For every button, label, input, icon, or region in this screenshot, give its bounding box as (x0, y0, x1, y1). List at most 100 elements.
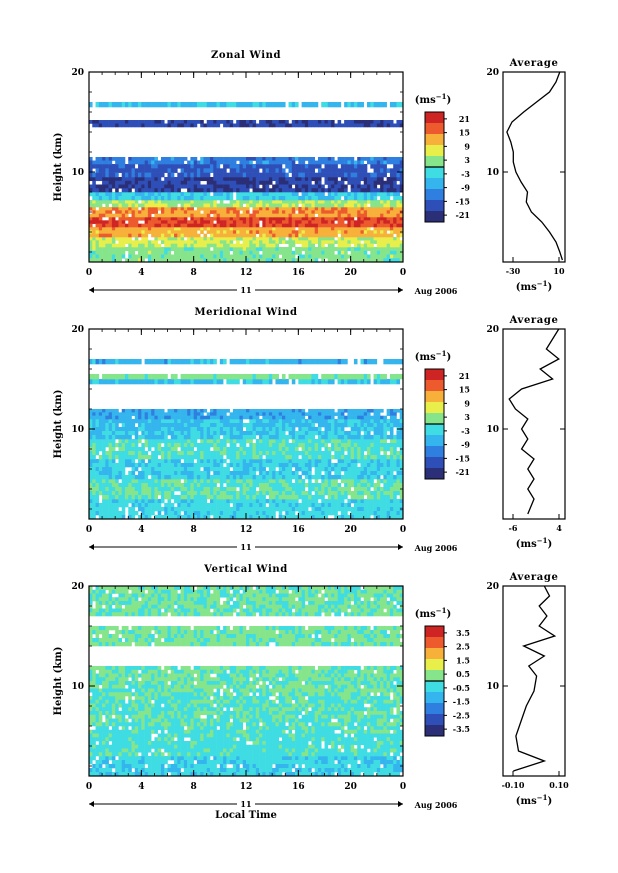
heatmap-cell (236, 233, 240, 238)
heatmap-cell (350, 120, 355, 124)
heatmap-cell (380, 210, 384, 214)
heatmap-cell (255, 102, 260, 108)
heatmap-cell (144, 177, 149, 182)
heatmap-cell (278, 213, 283, 218)
heatmap-cell (124, 479, 129, 484)
heatmap-cell (396, 177, 401, 182)
heatmap-cell (268, 463, 273, 468)
heatmap-cell (226, 210, 230, 214)
heatmap-cell (229, 423, 234, 428)
heatmap-cell (167, 243, 172, 248)
heatmap-cell (314, 499, 319, 504)
heatmap-cell (213, 123, 217, 128)
heatmap-cell (147, 419, 152, 424)
heatmap-cell (239, 120, 244, 124)
heatmap-cell (223, 233, 227, 238)
heatmap-cell (386, 258, 391, 263)
heatmap-cell (203, 160, 208, 165)
heatmap-cell (386, 243, 391, 248)
heatmap-cell (206, 243, 211, 248)
heatmap-cell (108, 439, 113, 444)
heatmap-cell (259, 451, 263, 456)
heatmap-cell (252, 451, 257, 456)
heatmap-cell (210, 177, 214, 182)
heatmap-cell (340, 459, 345, 464)
heatmap-cell (180, 499, 185, 504)
heatmap-cell (226, 455, 230, 460)
heatmap-cell (347, 207, 351, 211)
heatmap-cell (200, 177, 204, 182)
heatmap-cell (226, 467, 230, 472)
heatmap-cell (92, 123, 96, 128)
heatmap-cell (138, 258, 142, 263)
heatmap-cell (259, 243, 263, 248)
heatmap-cell (285, 443, 289, 448)
heatmap-cell (340, 230, 345, 234)
heatmap-cell (399, 168, 404, 173)
heatmap-cell (216, 455, 221, 460)
heatmap-cell (216, 423, 221, 428)
colorbar-swatch (425, 211, 444, 223)
heatmap-cell (331, 479, 335, 484)
heatmap-cell (102, 120, 106, 124)
heatmap-cell (357, 203, 361, 208)
heatmap-cell (363, 217, 368, 221)
heatmap-cell (196, 479, 201, 484)
heatmap-cell (308, 439, 312, 444)
heatmap-cell (160, 168, 165, 173)
heatmap-cell (370, 207, 374, 211)
heatmap-cell (308, 160, 312, 165)
heatmap-cell (115, 237, 119, 241)
heatmap-cell (180, 503, 185, 508)
heatmap-cell (344, 247, 348, 252)
heatmap-cell (278, 223, 283, 228)
heatmap-cell (180, 258, 185, 263)
heatmap-cell (259, 503, 263, 508)
heatmap-cell (363, 447, 368, 452)
heatmap-cell (373, 217, 378, 221)
heatmap-cell (317, 439, 322, 444)
heatmap-cell (134, 439, 139, 444)
heatmap-cell (170, 200, 175, 204)
heatmap-cell (373, 196, 378, 201)
heatmap-cell (190, 200, 194, 204)
heatmap-cell (164, 177, 168, 182)
heatmap-cell (131, 180, 136, 185)
heatmap-cell (383, 164, 387, 169)
heatmap-cell (134, 177, 139, 182)
heatmap-cell (226, 160, 230, 165)
heatmap-cell (265, 240, 270, 244)
heatmap-cell (147, 220, 152, 224)
heatmap-cell (239, 223, 244, 228)
heatmap-cell (246, 120, 250, 124)
heatmap-cell (317, 503, 322, 508)
heatmap-cell (131, 247, 136, 252)
heatmap-cell (259, 217, 263, 221)
heatmap-cell (259, 192, 263, 197)
heatmap-cell (236, 217, 240, 221)
heatmap-cell (95, 495, 100, 500)
heatmap-cell (268, 475, 273, 480)
heatmap-cell (353, 188, 358, 193)
heatmap-cell (350, 164, 355, 169)
heatmap-cell (229, 507, 234, 512)
heatmap-cell (386, 160, 391, 165)
heatmap-cell (170, 487, 175, 492)
heatmap-cell (236, 213, 240, 218)
heatmap-cell (249, 233, 253, 238)
heatmap-cell (350, 455, 355, 460)
heatmap-cell (111, 200, 116, 204)
heatmap-cell (380, 250, 384, 255)
heatmap-cell (360, 443, 365, 448)
heatmap-cell (108, 511, 113, 516)
heatmap-cell (291, 192, 296, 197)
heatmap-cell (278, 467, 283, 472)
heatmap-cell (229, 515, 234, 520)
heatmap-cell (118, 495, 123, 500)
heatmap-cell (265, 254, 270, 259)
heatmap-cell (268, 254, 273, 259)
heatmap-cell (154, 491, 158, 496)
heatmap-cell (190, 102, 194, 108)
heatmap-cell (151, 423, 155, 428)
heatmap-cell (174, 217, 178, 221)
